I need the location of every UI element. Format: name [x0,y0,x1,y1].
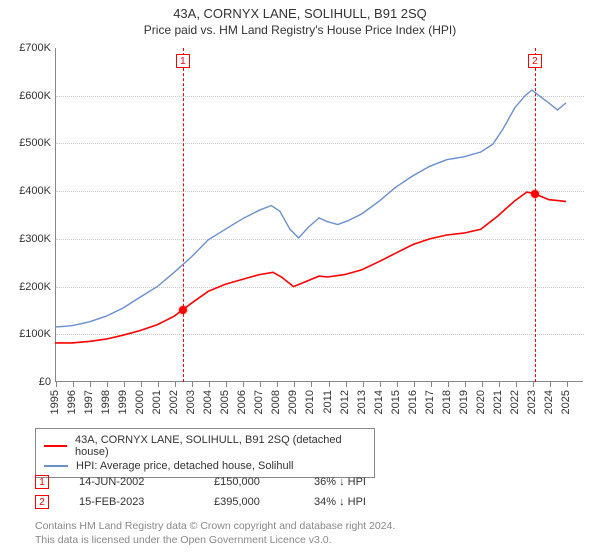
y-tick-label: £400K [6,185,51,197]
y-tick-label: £700K [6,42,51,54]
x-tick-label: 2021 [492,390,504,414]
x-tick-label: 2004 [202,390,214,414]
footer-line-1: Contains HM Land Registry data © Crown c… [35,520,575,534]
x-tick-label: 2007 [253,390,265,414]
event-row: 1 14-JUN-2002 £150,000 36% ↓ HPI [35,472,565,492]
x-tick-label: 2025 [560,390,572,414]
x-tick-label: 2005 [219,390,231,414]
legend-row: HPI: Average price, detached house, Soli… [44,459,366,473]
event-row-marker: 2 [35,495,49,509]
page-title: 43A, CORNYX LANE, SOLIHULL, B91 2SQ [0,0,600,21]
y-tick-label: £600K [6,90,51,102]
legend-label: 43A, CORNYX LANE, SOLIHULL, B91 2SQ (det… [75,434,366,458]
x-tick-label: 2013 [356,390,368,414]
x-tick-label: 2009 [287,390,299,414]
x-tick-label: 2020 [475,390,487,414]
x-tick-label: 1997 [83,390,95,414]
x-tick-label: 2017 [424,390,436,414]
x-tick-label: 2012 [339,390,351,414]
x-tick-label: 2019 [458,390,470,414]
event-pct: 34% ↓ HPI [314,496,404,508]
x-tick-label: 2016 [407,390,419,414]
x-tick-label: 1998 [100,390,112,414]
y-tick-label: £500K [6,137,51,149]
footer-line-2: This data is licensed under the Open Gov… [35,534,575,548]
legend-row: 43A, CORNYX LANE, SOLIHULL, B91 2SQ (det… [44,433,366,459]
x-tick-label: 2000 [134,390,146,414]
legend: 43A, CORNYX LANE, SOLIHULL, B91 2SQ (det… [35,428,375,478]
x-tick-label: 2010 [304,390,316,414]
x-axis-labels: 1995199619971998199920002001200220032004… [55,386,583,426]
legend-swatch [44,445,67,447]
x-tick-label: 2023 [526,390,538,414]
x-tick-label: 2018 [441,390,453,414]
x-tick-label: 2006 [236,390,248,414]
x-tick-label: 2008 [270,390,282,414]
event-row: 2 15-FEB-2023 £395,000 34% ↓ HPI [35,492,565,512]
events-table: 1 14-JUN-2002 £150,000 36% ↓ HPI 2 15-FEB-202… [35,472,565,512]
x-tick-label: 2001 [151,390,163,414]
x-tick-label: 1999 [117,390,129,414]
series-hpi [55,90,566,327]
y-tick-label: £100K [6,328,51,340]
x-tick-label: 1995 [49,390,61,414]
chart: £0£100K£200K£300K£400K£500K£600K£700K12 [55,48,583,382]
legend-label: HPI: Average price, detached house, Soli… [76,460,294,472]
x-tick-label: 2011 [322,390,334,414]
series-price_paid [55,192,566,343]
x-tick-label: 2003 [185,390,197,414]
x-tick-label: 2014 [373,390,385,414]
y-tick-label: £300K [6,233,51,245]
event-price: £150,000 [214,476,284,488]
page-subtitle: Price paid vs. HM Land Registry's House … [0,21,600,37]
footer-attribution: Contains HM Land Registry data © Crown c… [35,520,575,547]
legend-swatch [44,465,68,467]
x-tick-label: 1996 [66,390,78,414]
event-date: 15-FEB-2023 [79,496,184,508]
event-row-marker: 1 [35,475,49,489]
x-tick-label: 2002 [168,390,180,414]
x-tick-label: 2022 [509,390,521,414]
event-pct: 36% ↓ HPI [314,476,404,488]
event-date: 14-JUN-2002 [79,476,184,488]
y-tick-label: £200K [6,281,51,293]
y-tick-label: £0 [6,376,51,388]
x-tick-label: 2015 [390,390,402,414]
event-price: £395,000 [214,496,284,508]
x-tick-label: 2024 [543,390,555,414]
